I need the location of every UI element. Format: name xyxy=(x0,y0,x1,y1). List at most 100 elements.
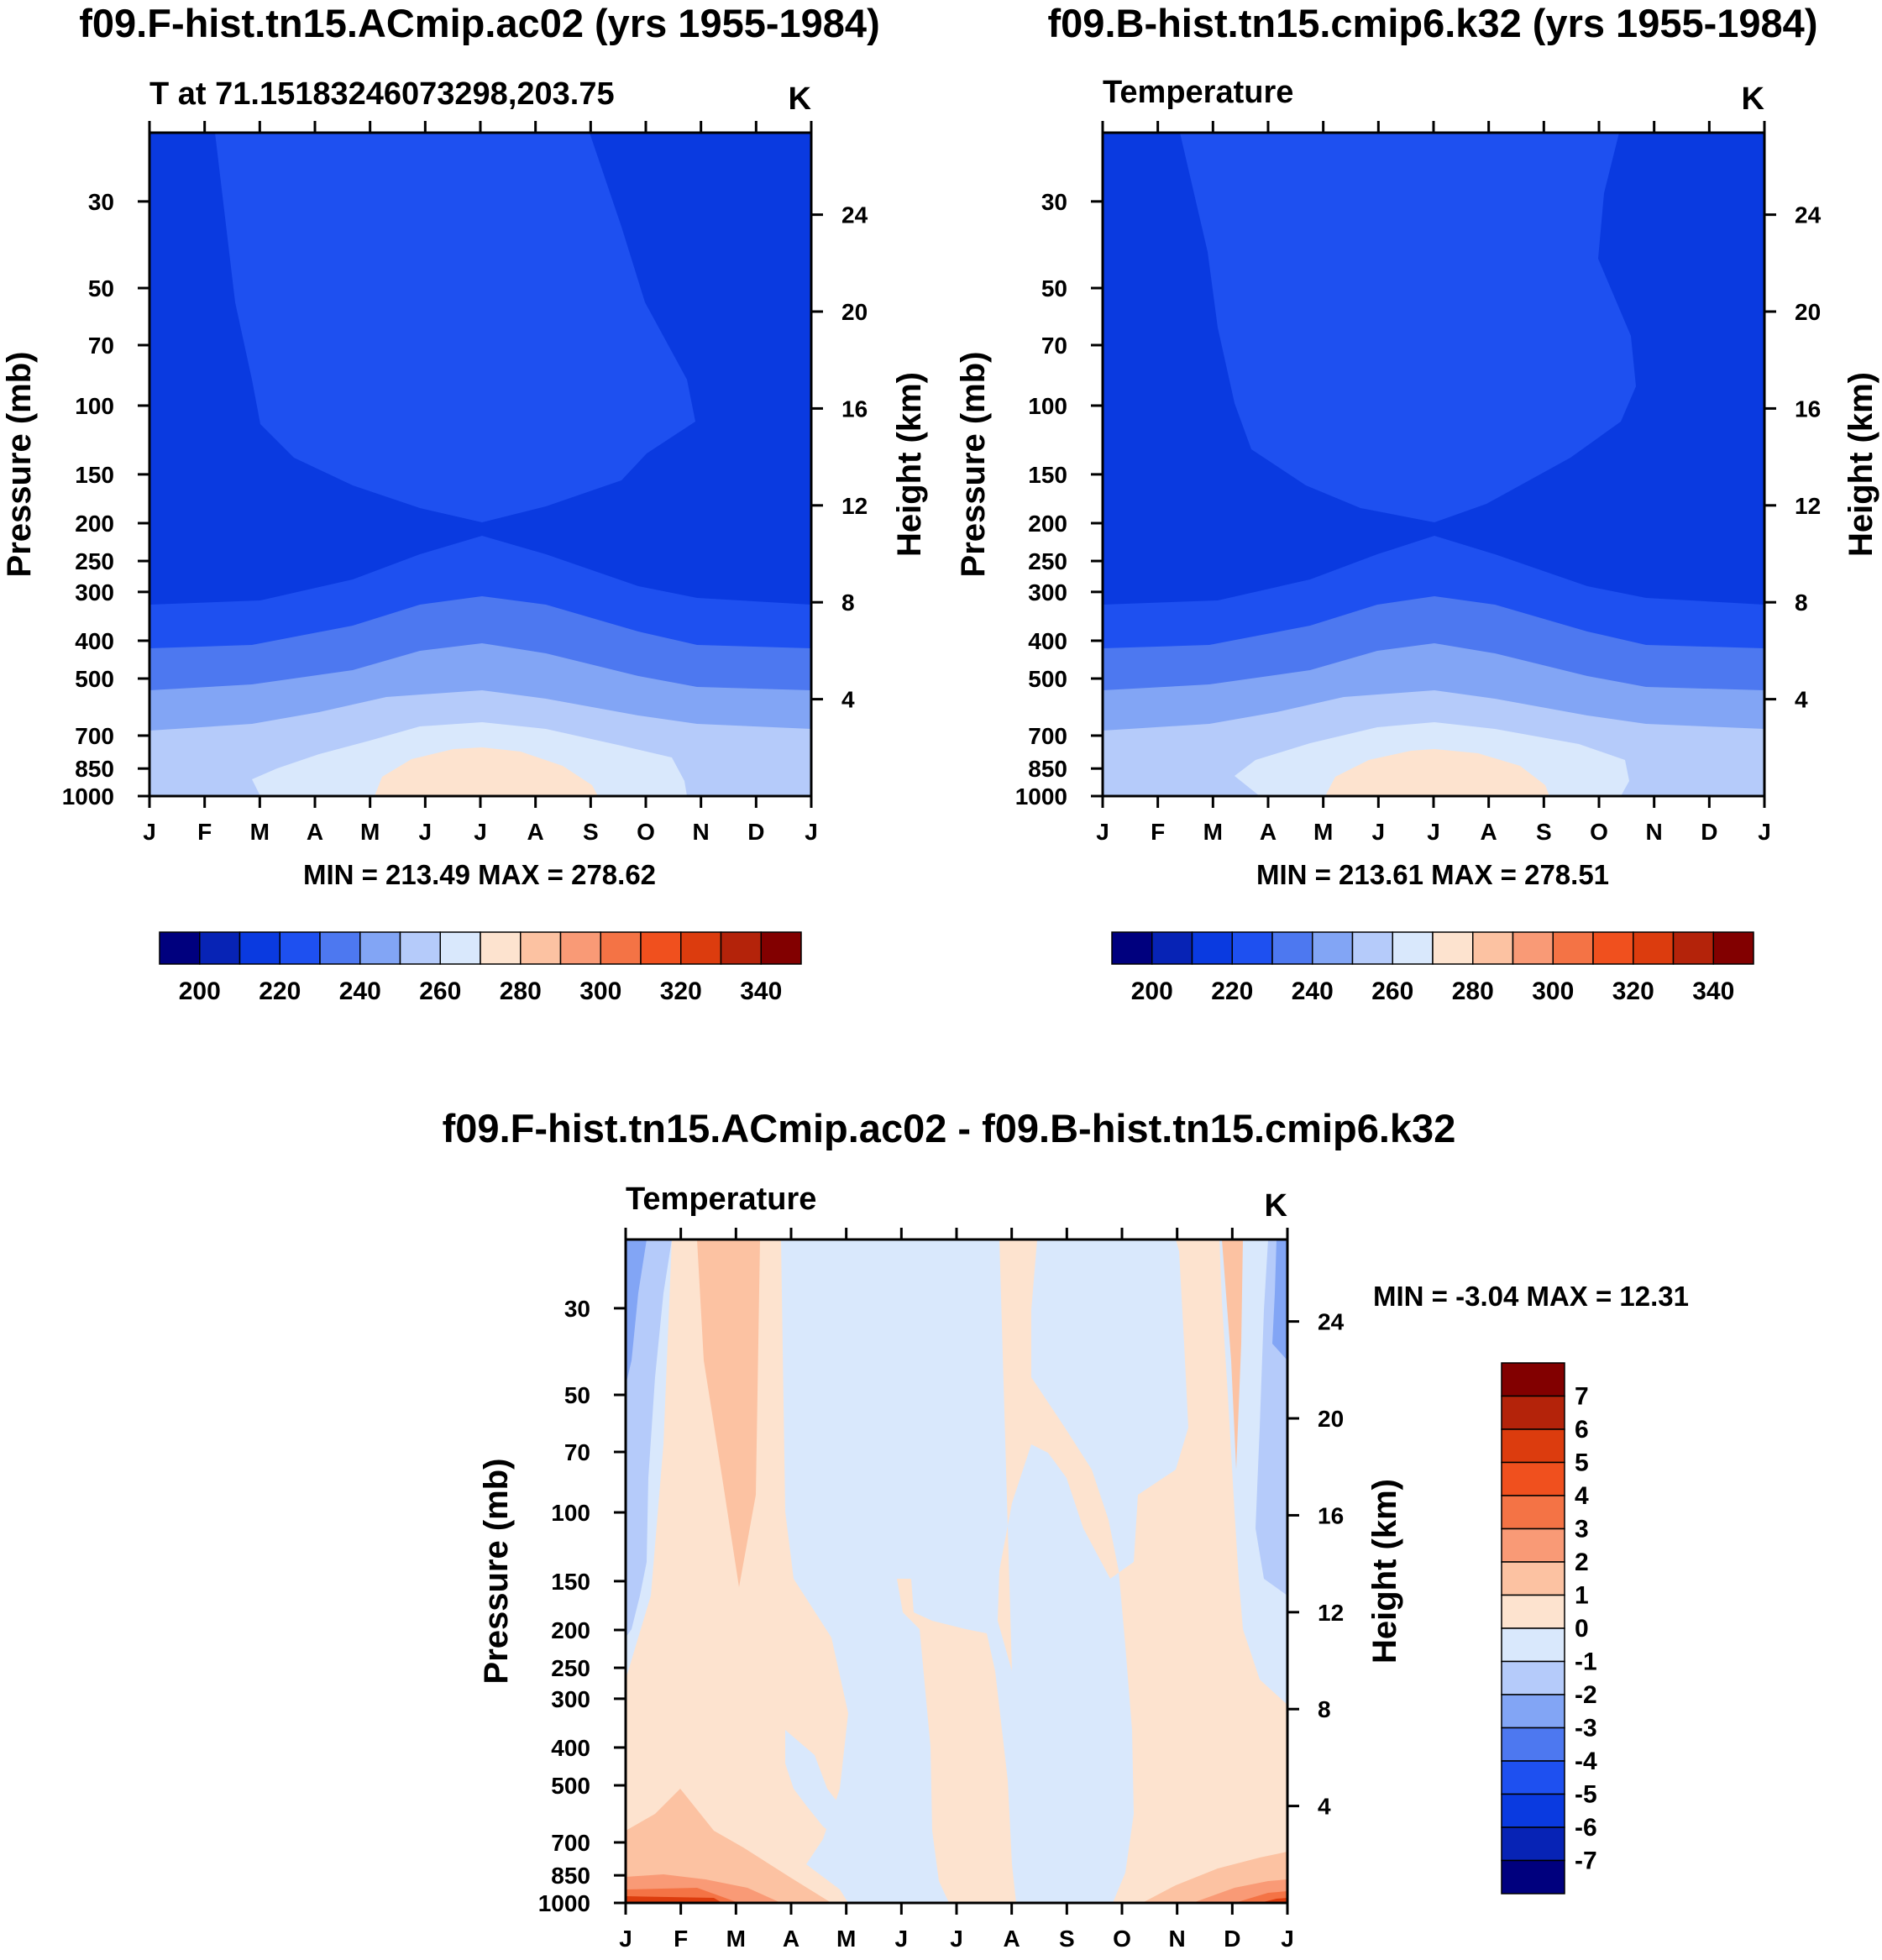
panel-a-colorbar-box xyxy=(439,931,481,965)
panel-c-colorbar-box xyxy=(1501,1594,1565,1629)
panel-c-colorbar-label: 5 xyxy=(1575,1449,1589,1477)
panel-a-colorbar-box xyxy=(760,931,802,965)
panel-c-xtick-label: A xyxy=(783,1926,799,1952)
panel-a-ytick-label: 250 xyxy=(75,548,114,574)
panel-c-warm-mid xyxy=(897,1579,1016,1903)
panel-c-xtick-label: M xyxy=(726,1926,746,1952)
panel-a-ytick-right-label: 8 xyxy=(841,590,855,616)
panel-c-ytick-right-label: 16 xyxy=(1318,1502,1344,1528)
panel-a-ytick-label: 400 xyxy=(75,628,114,654)
panel-c-colorbar-label: -5 xyxy=(1575,1781,1597,1809)
panel-c-colorbar-label: -2 xyxy=(1575,1681,1597,1709)
panel-a-colorbar-box xyxy=(480,931,522,965)
panel-c-colorbar-label: -7 xyxy=(1575,1847,1597,1875)
panel-b-colorbar-label: 280 xyxy=(1452,977,1494,1005)
panel-b-colorbar-box xyxy=(1633,931,1675,965)
panel-c-ytick-right-label: 4 xyxy=(1318,1794,1331,1820)
panel-c-xtick-label: O xyxy=(1113,1926,1131,1952)
panel-a-colorbar-box xyxy=(159,931,201,965)
panel-b-colorbar-box xyxy=(1712,931,1754,965)
panel-c-colorbar-label: 3 xyxy=(1575,1516,1589,1543)
panel-c-xtick-label: J xyxy=(895,1926,909,1952)
panel-a-subtitle: T at 71.15183246073298,203.75 xyxy=(149,76,615,112)
panel-b-title: f09.B-hist.tn15.cmip6.k32 (yrs 1955-1984… xyxy=(1048,1,1818,45)
panel-c-xtick-label: N xyxy=(1169,1926,1186,1952)
panel-c-ytick-right-label: 12 xyxy=(1318,1600,1344,1626)
panel-c-colorbar-box xyxy=(1501,1760,1565,1795)
panel-a-title: f09.F-hist.tn15.ACmip.ac02 (yrs 1955-198… xyxy=(79,1,879,45)
panel-c-colorbar-box xyxy=(1501,1859,1565,1894)
panel-c-stats: MIN = -3.04 MAX = 12.31 xyxy=(1373,1281,1689,1312)
panel-b-subtitle: Temperature xyxy=(1103,75,1293,110)
panel-b-colorbar-label: 300 xyxy=(1532,977,1574,1005)
panel-c-ytick-label: 150 xyxy=(551,1569,590,1595)
panel-c-ytick-right-label: 24 xyxy=(1318,1309,1345,1335)
panel-b-colorbar-label: 240 xyxy=(1292,977,1334,1005)
panel-a-ytick-label: 200 xyxy=(75,511,114,537)
panel-c-colorbar-box xyxy=(1501,1793,1565,1828)
panel-c-colorbar-box xyxy=(1501,1528,1565,1563)
panel-a-xtick-label: A xyxy=(527,819,544,845)
panel-b-colorbar-box xyxy=(1512,931,1554,965)
panel-a-colorbar-box xyxy=(720,931,762,965)
panel-c-cool-left-edge-2 xyxy=(626,1239,647,1386)
panel-b-xtick-label: A xyxy=(1260,819,1277,845)
panel-c-unit: K xyxy=(1265,1188,1288,1224)
panel-a-ytick-label: 1000 xyxy=(62,783,114,810)
panel-a-xtick-label: N xyxy=(693,819,710,845)
panel-b-ytick-label: 100 xyxy=(1028,393,1067,419)
panel-a-xtick-label: D xyxy=(747,819,764,845)
panel-c-xtick-label: J xyxy=(619,1926,632,1952)
panel-b-ytick-right-label: 20 xyxy=(1795,299,1821,325)
panel-a-colorbar-box xyxy=(399,931,441,965)
panel-a-colorbar-label: 320 xyxy=(660,977,702,1005)
panel-c-surface-band-4 xyxy=(626,1896,722,1903)
panel-b-colorbar-box xyxy=(1111,931,1153,965)
panel-b-colorbar-box xyxy=(1231,931,1273,965)
panel-b-contour-field xyxy=(1103,133,1764,796)
panel-c-ytick-label: 70 xyxy=(564,1439,590,1465)
panel-c-ytick-label: 1000 xyxy=(538,1890,590,1916)
panel-c-xtick-label: J xyxy=(1281,1926,1294,1952)
panel-b-xtick-label: N xyxy=(1646,819,1663,845)
panel-b-ytick-label: 850 xyxy=(1028,756,1067,782)
panel-c-colorbar-label: 1 xyxy=(1575,1582,1589,1610)
panel-a-xtick-label: M xyxy=(360,819,380,845)
panel-c-title: f09.F-hist.tn15.ACmip.ac02 - f09.B-hist.… xyxy=(443,1106,1456,1150)
panel-b-colorbar-box xyxy=(1432,931,1474,965)
panel-b-colorbar-box xyxy=(1312,931,1354,965)
panel-c-xtick-label: D xyxy=(1224,1926,1240,1952)
panel-b-unit: K xyxy=(1742,81,1765,117)
panel-a-xtick-label: J xyxy=(474,819,487,845)
panel-c-colorbar-box xyxy=(1501,1561,1565,1596)
panel-b-colorbar-label: 200 xyxy=(1131,977,1173,1005)
panel-a-xtick-label: J xyxy=(805,819,818,845)
panel-c-surface-band-1 xyxy=(626,1789,831,1903)
panel-b-xtick-label: A xyxy=(1481,819,1497,845)
panel-a-colorbar-box xyxy=(640,931,682,965)
panel-a-xtick-label: M xyxy=(250,819,270,845)
panel-a-colorbar-label: 260 xyxy=(419,977,461,1005)
panel-c-ytick-label: 250 xyxy=(551,1655,590,1681)
panel-a-ytick-label: 30 xyxy=(88,189,114,215)
panel-c-colorbar-box xyxy=(1501,1694,1565,1729)
panel-a-ytick-right-label: 12 xyxy=(841,493,868,519)
panel-c-ytick-label: 500 xyxy=(551,1773,590,1799)
panel-c-ytick-label: 50 xyxy=(564,1382,590,1408)
panel-c-ytick-right-label: 8 xyxy=(1318,1696,1331,1722)
panel-c-ytick-label: 700 xyxy=(551,1830,590,1856)
panel-a-ytick-right-label: 20 xyxy=(841,299,868,325)
panel-b-colorbar-box xyxy=(1592,931,1634,965)
panel-a-ytick-label: 50 xyxy=(88,275,114,301)
panel-c-colorbar-label: 7 xyxy=(1575,1383,1589,1411)
panel-a-xtick-label: F xyxy=(197,819,212,845)
panel-c-colorbar-box xyxy=(1501,1428,1565,1464)
panel-b-colorbar-label: 260 xyxy=(1371,977,1413,1005)
panel-b-colorbar-box xyxy=(1392,931,1434,965)
panel-b-xtick-label: M xyxy=(1203,819,1223,845)
panel-b-ytick-label: 700 xyxy=(1028,723,1067,749)
panel-a-ytick-right-label: 24 xyxy=(841,202,868,228)
panel-a-ytick-label: 300 xyxy=(75,579,114,605)
panel-b-xtick-label: J xyxy=(1372,819,1386,845)
panel-b-colorbar: 200 220 240 260 280 300 320 340 xyxy=(1111,931,1754,1005)
